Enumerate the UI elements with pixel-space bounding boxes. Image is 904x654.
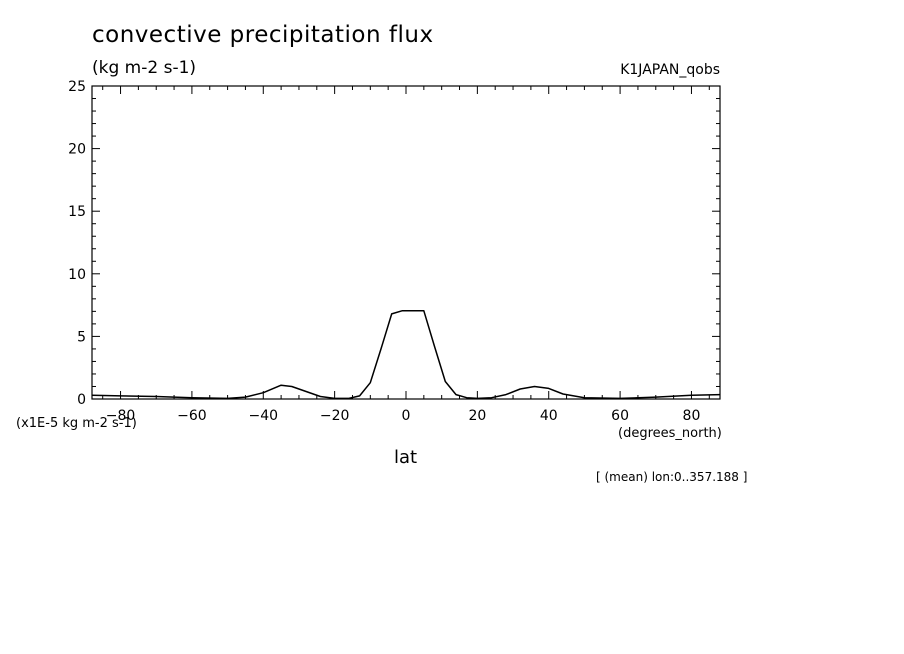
x-tick-label: 40 [540,408,558,424]
y-tick-label: 0 [77,392,86,408]
dataset-label: K1JAPAN_qobs [620,62,720,78]
x-tick-label: −60 [177,408,207,424]
chart-title: convective precipitation flux [92,22,434,48]
plot-frame [91,85,721,400]
x-tick-label: 20 [468,408,486,424]
x-tick-label: 60 [611,408,629,424]
series [91,309,721,400]
y-tick-label: 10 [68,267,86,283]
y-tick-label: 20 [68,142,86,158]
series-line [91,309,721,400]
y-tick-label: 5 [77,329,86,345]
y-scale-note: (x1E-5 kg m-2 s-1) [16,416,137,431]
chart-units: (kg m-2 s-1) [92,58,197,78]
x-tick-label: −80 [106,408,136,424]
mean-annotation: [ (mean) lon:0..357.188 ] [596,470,748,484]
ticks [92,85,720,400]
x-tick-label: −20 [320,408,350,424]
x-axis-units: (degrees_north) [618,426,722,441]
x-tick-label: 0 [402,408,411,424]
x-axis-label: lat [394,447,418,468]
tick-labels: −80 −60 −40 −20 0 20 40 60 80 0 5 10 15 20 25 [68,79,700,424]
y-tick-label: 15 [68,204,86,220]
x-tick-label: −40 [248,408,278,424]
y-tick-label: 25 [68,79,86,95]
x-tick-label: 80 [683,408,701,424]
axes [91,85,721,400]
